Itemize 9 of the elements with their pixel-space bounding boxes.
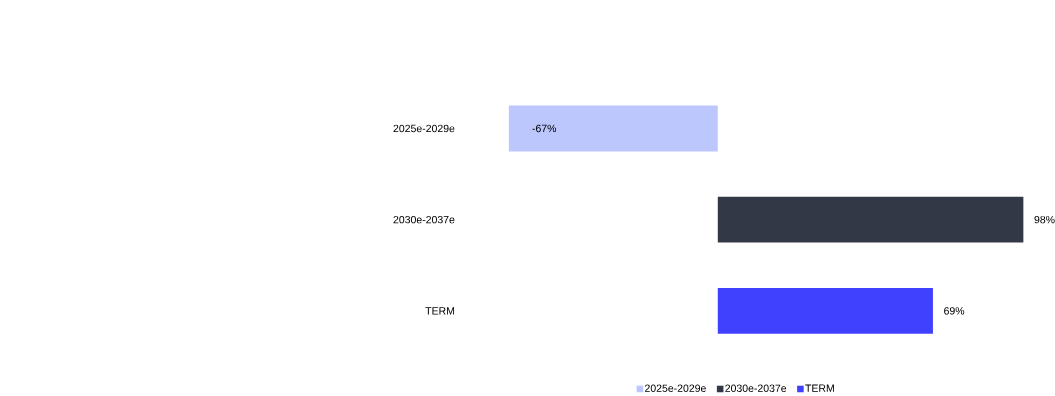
y-tick-label: TERM [425,307,455,315]
legend-label: 2025e-2029e [645,384,706,392]
data-label: -67% [532,124,557,133]
y-tick-label: 2030e-2037e [393,215,455,224]
legend-label: TERM [805,384,834,392]
data-label: 69% [944,307,965,315]
data-label: 98% [1034,215,1055,224]
legend-label: 2030e-2037e [725,384,787,392]
y-tick-label: 2025e-2029e [393,124,455,133]
